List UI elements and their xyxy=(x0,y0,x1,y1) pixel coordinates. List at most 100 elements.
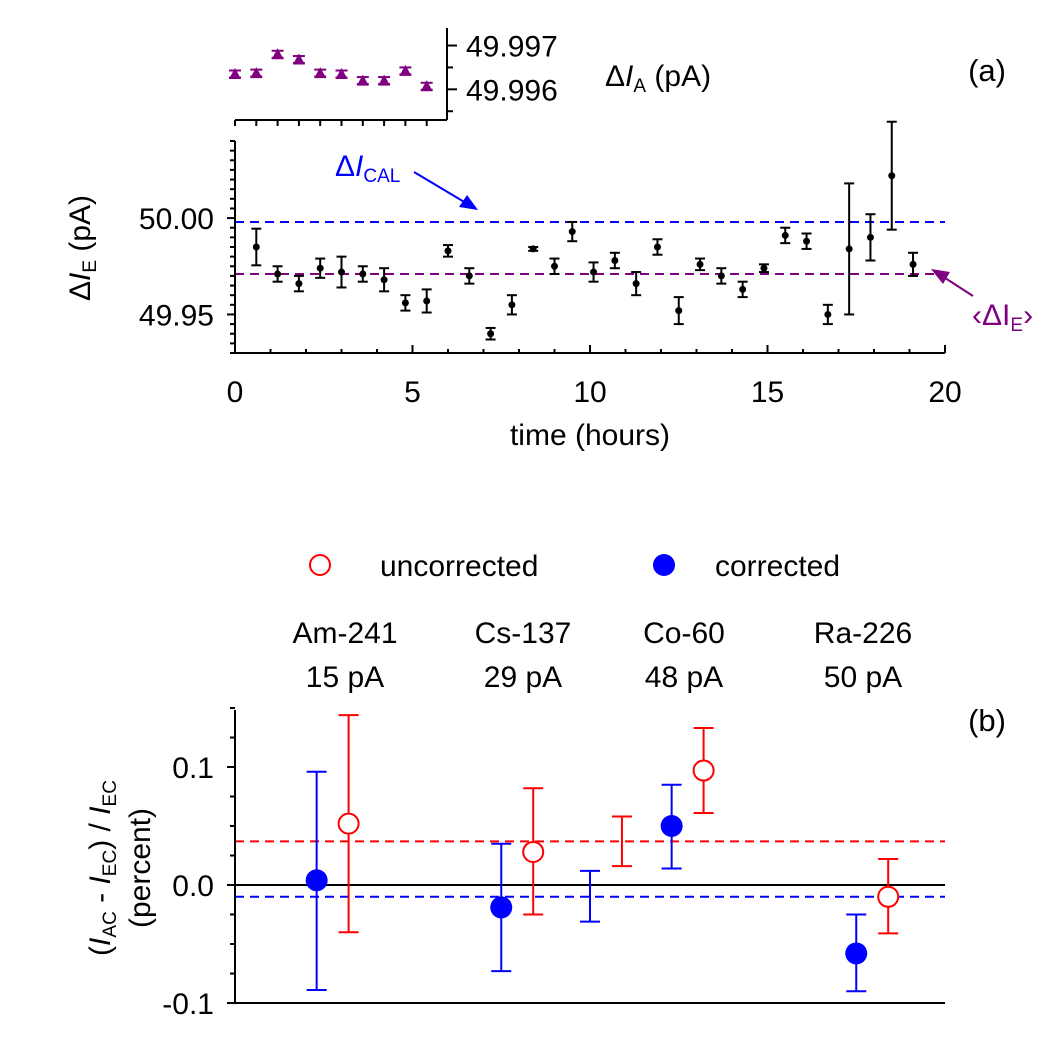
mean-delta-i-e-arrow xyxy=(941,275,974,297)
data-point xyxy=(529,245,537,253)
data-point xyxy=(250,67,263,79)
panel-b-label: (b) xyxy=(968,703,1006,738)
delta-i-cal-arrowhead xyxy=(459,195,478,210)
data-point xyxy=(252,243,260,251)
delta-i-cal-arrow xyxy=(413,171,467,204)
panel-a-inset: 49.997 49.996 ΔIA (pA) xyxy=(229,28,711,126)
data-point xyxy=(888,172,896,180)
x-tick-label: 0 xyxy=(227,376,244,409)
data-point xyxy=(465,272,473,280)
source-current: 29 pA xyxy=(484,661,562,694)
data-point xyxy=(653,243,661,251)
data-point xyxy=(611,256,619,264)
data-point xyxy=(359,270,367,278)
data-point xyxy=(522,840,545,863)
inset-y-ticks: 49.997 49.996 xyxy=(447,31,558,113)
panel-b-y-label-line-1: (IAC - IEC) / IEC xyxy=(84,780,121,956)
panel-b-y-ticks: 0.1 0.0 -0.1 xyxy=(162,707,235,1021)
data-point xyxy=(803,237,811,245)
data-point xyxy=(356,74,369,86)
data-point xyxy=(378,74,391,86)
data-point xyxy=(399,64,412,76)
data-point xyxy=(824,310,832,318)
source-current: 50 pA xyxy=(824,661,902,694)
x-tick-label: 20 xyxy=(928,376,961,409)
mean-delta-i-e-label: ‹ΔIE› xyxy=(972,299,1033,336)
data-point xyxy=(845,942,868,965)
x-tick-label: 15 xyxy=(751,376,784,409)
delta-i-cal-label: ΔICAL xyxy=(335,150,400,187)
panel-a: 0 5 10 15 20 49.95 50.00 time (hours) ΔIE (pA… xyxy=(64,53,1033,452)
panel-a-label: (a) xyxy=(968,53,1006,88)
legend-uncorrected-label: uncorrected xyxy=(380,550,538,583)
data-point xyxy=(590,268,598,276)
panel-a-x-ticks: 0 5 10 15 20 xyxy=(227,345,962,409)
data-point xyxy=(401,299,409,307)
y-tick-label: 49.996 xyxy=(466,74,558,107)
data-point xyxy=(271,48,284,60)
data-point xyxy=(274,270,282,278)
data-point xyxy=(717,272,725,280)
data-point xyxy=(508,301,516,309)
source-labels: Am-241 15 pA Cs-137 29 pA Co-60 48 pA Ra… xyxy=(292,617,912,694)
y-tick-label: 50.00 xyxy=(139,203,214,236)
y-tick-label: 0.1 xyxy=(172,752,214,785)
x-tick-label: 10 xyxy=(573,376,606,409)
panel-b-y-label-line-2: (percent) xyxy=(124,808,157,928)
data-point xyxy=(444,247,452,255)
legend: uncorrected corrected xyxy=(309,550,840,583)
data-point xyxy=(877,885,900,908)
data-point xyxy=(335,68,348,79)
source-current: 48 pA xyxy=(645,661,723,694)
panel-a-y-label: ΔIE (pA) xyxy=(64,195,101,301)
data-point xyxy=(660,815,683,837)
data-point xyxy=(692,759,715,782)
data-point xyxy=(675,307,683,315)
source-name: Am-241 xyxy=(292,617,397,650)
data-point xyxy=(423,297,431,305)
mean-delta-i-e-arrowhead xyxy=(931,269,950,284)
data-point xyxy=(909,260,917,268)
y-tick-label: 49.95 xyxy=(139,299,214,332)
data-point xyxy=(696,260,704,268)
data-point xyxy=(490,896,513,919)
data-point xyxy=(420,80,433,92)
data-point xyxy=(487,330,495,338)
panel-b-y-label: (IAC - IEC) / IEC (percent) xyxy=(84,780,157,956)
data-point xyxy=(739,285,747,293)
source-current: 15 pA xyxy=(306,661,384,694)
panel-a-x-label: time (hours) xyxy=(510,419,670,452)
panel-a-reference-lines xyxy=(235,220,945,275)
legend-corrected-label: corrected xyxy=(715,550,840,583)
data-point xyxy=(760,264,768,272)
data-point xyxy=(295,280,303,288)
data-point xyxy=(845,245,853,253)
data-point xyxy=(292,53,305,65)
y-tick-label: 49.997 xyxy=(466,31,558,64)
data-point xyxy=(568,228,576,236)
legend-corrected-marker xyxy=(653,554,675,576)
inset-data xyxy=(229,48,433,92)
data-point xyxy=(632,280,640,288)
data-point xyxy=(316,264,324,272)
inset-y-label: ΔIA (pA) xyxy=(605,60,711,97)
data-point xyxy=(781,231,789,239)
data-point xyxy=(866,233,874,241)
data-point xyxy=(380,276,388,284)
data-point xyxy=(229,68,241,79)
data-point xyxy=(314,67,327,79)
y-tick-label: 0.0 xyxy=(172,870,214,903)
data-point xyxy=(551,262,558,270)
panel-a-y-ticks: 49.95 50.00 xyxy=(139,140,235,354)
y-tick-label: -0.1 xyxy=(162,988,214,1021)
data-point xyxy=(305,869,328,892)
data-point xyxy=(337,812,360,835)
source-name: Cs-137 xyxy=(475,617,572,650)
legend-uncorrected-marker xyxy=(309,554,331,576)
source-name: Co-60 xyxy=(643,617,725,650)
panel-a-data xyxy=(251,120,919,341)
inset-x-ticks xyxy=(234,120,428,126)
source-name: Ra-226 xyxy=(814,617,912,650)
panel-b: uncorrected corrected Am-241 15 pA Cs-13… xyxy=(84,550,1006,1021)
